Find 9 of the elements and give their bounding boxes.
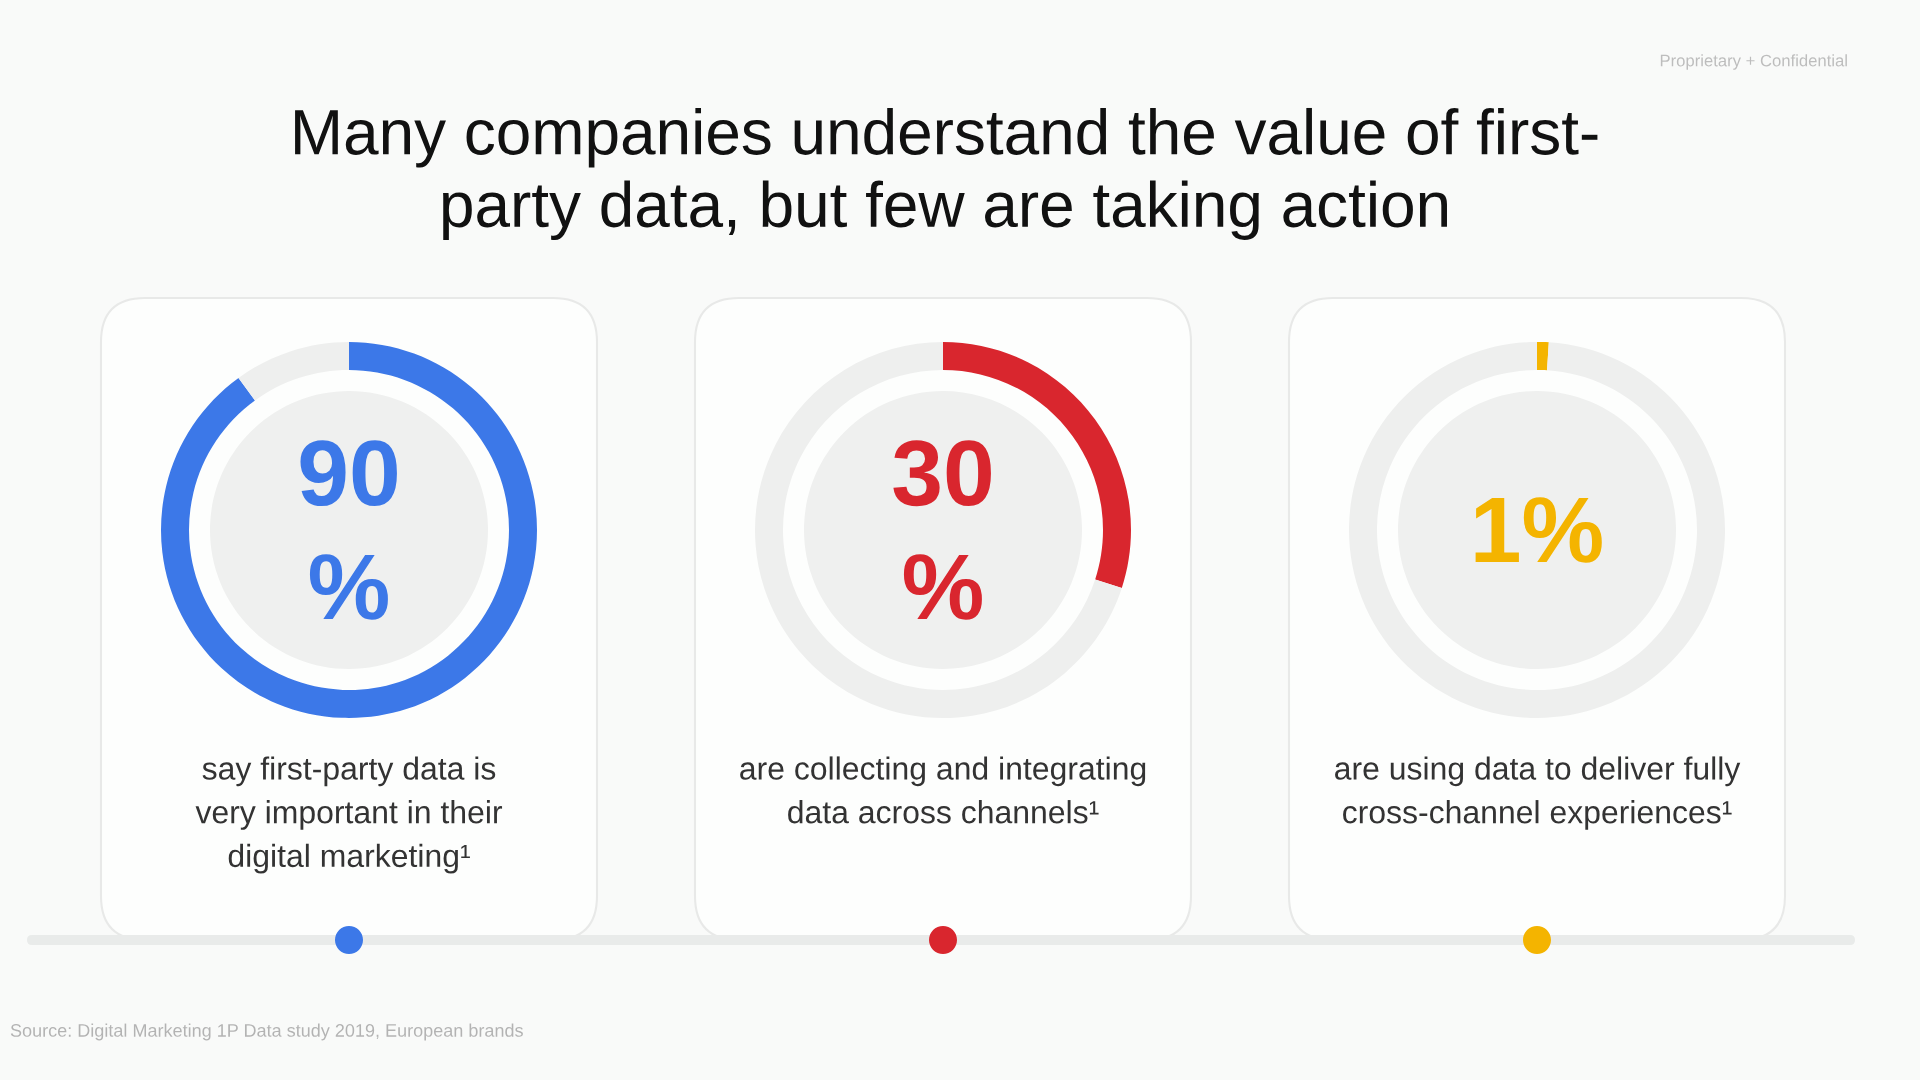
text: are collecting and integrating data across channels¹ <box>740 756 1146 824</box>
text: say first-party data is very important in their digital marketing¹ <box>195 756 503 874</box>
text: Proprietary + Confidential <box>1660 54 1847 70</box>
text: Many companies understand the value of first-party data, but few are taking action <box>295 107 1598 241</box>
text: 30 % <box>893 440 991 620</box>
source-note: Source: Digital Marketing 1P Data study 2019, European brands <box>10 1023 523 1041</box>
text: are using data to deliver fully cross-channel experiences¹ <box>1335 756 1741 830</box>
text: 1% <box>1475 497 1602 563</box>
text: 90 % <box>300 440 397 620</box>
